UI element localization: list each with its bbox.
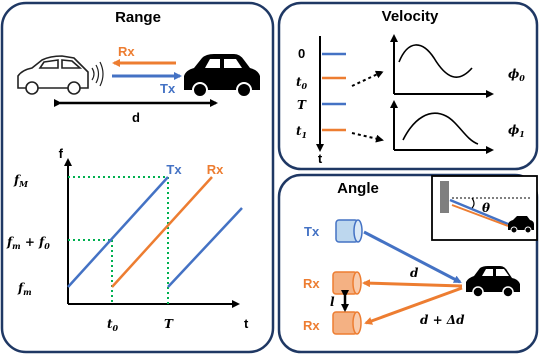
angle-inset: θ [431, 175, 538, 241]
phase-plot-0 [390, 34, 494, 98]
angle-d-label: d [410, 266, 419, 280]
velocity-time-axis-label: t [318, 151, 323, 166]
fmcw-chart: f t Tx Rx fM fm + f0 fm t0 T [6, 146, 249, 333]
angle-rx1-label: Rx [303, 276, 320, 291]
velocity-title: Velocity [382, 8, 439, 25]
chart-x-axis-label: t [244, 316, 249, 331]
range-tx-label: Tx [160, 81, 176, 96]
theta-label: θ [482, 201, 490, 215]
rx-antenna-1-icon [332, 271, 362, 295]
rx-chirp-1 [111, 176, 213, 288]
velocity-panel: Velocity t 0 t0 T t1 ϕ0 ϕ1 [277, 1, 539, 171]
angle-d-delta-label: d + Δd [420, 313, 465, 327]
angle-rx2-ray [364, 286, 463, 325]
chart-rx-label: Rx [207, 162, 224, 177]
angle-title: Angle [337, 180, 379, 197]
range-title: Range [115, 9, 161, 26]
velocity-dotted-arrow-1 [351, 132, 384, 143]
angle-panel: Angle θ Tx [277, 173, 539, 354]
y-tick-fM: fM [13, 173, 29, 189]
signal-waves-icon [91, 61, 104, 87]
angle-rx2-label: Rx [303, 318, 320, 333]
range-rx-label: Rx [118, 44, 135, 59]
x-tick-t0: t0 [107, 317, 119, 333]
velocity-time-0: 0 [298, 46, 305, 61]
velocity-time-t0: t0 [296, 75, 308, 91]
x-tick-T: T [164, 317, 174, 331]
angle-tx-ray [363, 230, 462, 284]
rx-antenna-2-icon [332, 311, 362, 335]
chart-y-axis-label: f [59, 146, 64, 161]
angle-rx1-ray [362, 279, 463, 288]
range-panel: Range Rx Tx d [0, 1, 275, 354]
inset-tx-ray [449, 198, 509, 226]
phase1-label: ϕ1 [508, 123, 525, 139]
outline-car-icon [17, 55, 89, 95]
y-tick-fm: fm [17, 281, 32, 297]
tx-chirp-2 [167, 207, 243, 288]
velocity-time-T: T [297, 98, 307, 112]
angle-tx-label: Tx [304, 224, 320, 239]
antenna-spacing-label: l [330, 295, 335, 309]
inset-car-icon [508, 216, 534, 234]
chart-guide-lines [68, 176, 169, 304]
antenna-panel-icon [440, 181, 449, 213]
phase0-label: ϕ0 [508, 67, 525, 83]
tx-antenna-icon [335, 219, 363, 243]
velocity-panel-frame [277, 1, 539, 171]
target-car-icon [184, 54, 260, 98]
phase-plot-1 [390, 100, 494, 154]
tx-chirp-1 [67, 176, 169, 288]
inset-rx-ray [451, 204, 509, 227]
angle-target-car-icon [466, 266, 520, 298]
y-tick-fm-plus-f0: fm + f0 [6, 235, 50, 251]
velocity-time-t1: t1 [296, 124, 307, 140]
distance-label: d [132, 110, 140, 125]
chart-tx-label: Tx [166, 162, 182, 177]
